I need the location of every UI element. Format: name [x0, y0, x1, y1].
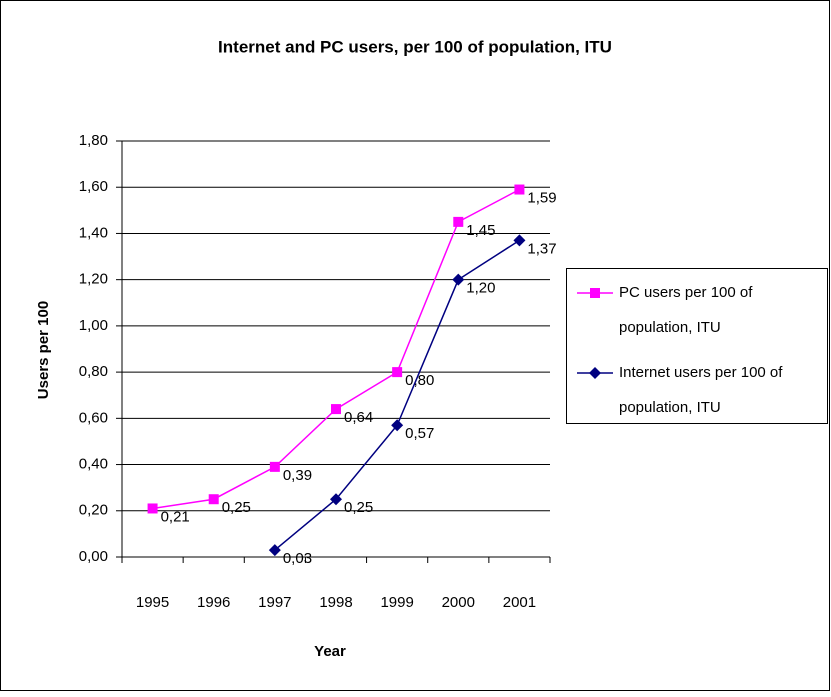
y-axis-label: Users per 100	[35, 301, 52, 399]
x-tick-label: 1999	[380, 594, 413, 611]
marker	[589, 367, 601, 379]
data-label: 0,25	[222, 499, 251, 516]
marker	[208, 494, 219, 505]
marker	[452, 273, 465, 286]
y-tick-label: 0,00	[79, 548, 108, 565]
data-label: 0,25	[344, 499, 373, 516]
marker	[269, 461, 280, 472]
x-tick-label: 1997	[258, 594, 291, 611]
legend-label: PC users per 100 of population, ITU	[619, 284, 753, 336]
x-tick-label: 2000	[442, 594, 475, 611]
y-tick-label: 1,20	[79, 271, 108, 288]
data-label: 0,80	[405, 372, 434, 389]
marker	[453, 216, 464, 227]
legend-entry: Internet users per 100 of population, IT…	[575, 355, 825, 425]
y-tick-label: 1,80	[79, 132, 108, 149]
marker	[590, 288, 600, 298]
x-tick-label: 1995	[136, 594, 169, 611]
y-tick-label: 1,60	[79, 178, 108, 195]
y-tick-label: 1,00	[79, 317, 108, 334]
data-label: 0,57	[405, 425, 434, 442]
marker	[268, 544, 281, 557]
y-tick-label: 0,20	[79, 502, 108, 519]
legend-entry: PC users per 100 of population, ITU	[575, 275, 825, 345]
legend-label: Internet users per 100 of population, IT…	[619, 364, 783, 416]
legend-swatch	[577, 367, 613, 379]
data-label: 0,03	[283, 550, 312, 567]
y-tick-label: 0,40	[79, 456, 108, 473]
marker	[331, 404, 341, 415]
marker	[330, 493, 342, 506]
legend-swatch	[577, 288, 613, 298]
data-label: 1,37	[527, 240, 556, 257]
data-label: 0,39	[283, 467, 312, 484]
marker	[513, 234, 526, 247]
data-label: 0,21	[161, 508, 190, 525]
data-label: 0,64	[344, 409, 373, 426]
x-tick-label: 2001	[503, 594, 536, 611]
legend: PC users per 100 of population, ITU Inter…	[566, 268, 828, 424]
data-label: 1,45	[466, 222, 495, 239]
chart-title: Internet and PC users, per 100 of popula…	[218, 37, 612, 56]
y-tick-label: 0,60	[79, 409, 108, 426]
y-tick-label: 1,40	[79, 224, 108, 241]
data-label: 1,59	[527, 190, 556, 207]
x-tick-label: 1998	[319, 594, 352, 611]
data-label: 1,20	[466, 280, 495, 297]
marker	[514, 184, 525, 195]
x-axis-label: Year	[314, 643, 346, 660]
marker	[392, 367, 403, 378]
marker	[391, 419, 404, 432]
marker	[147, 503, 158, 514]
x-tick-label: 1996	[197, 594, 230, 611]
y-tick-label: 0,80	[79, 363, 108, 380]
